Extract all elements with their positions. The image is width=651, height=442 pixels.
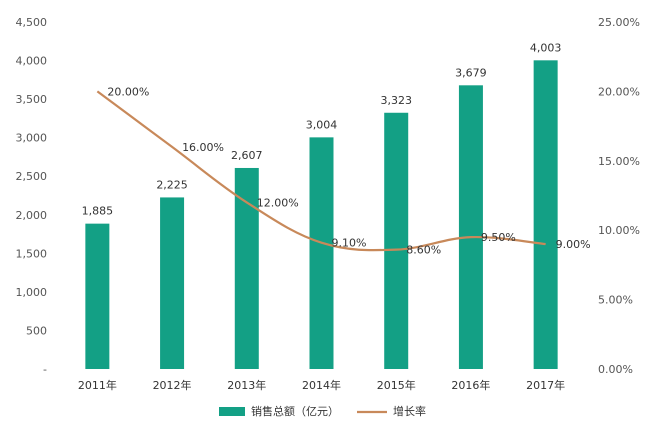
bar bbox=[160, 197, 185, 369]
bar-value-label: 2,607 bbox=[231, 149, 263, 162]
bar-value-label: 4,003 bbox=[530, 41, 562, 54]
line-value-label: 16.00% bbox=[182, 141, 224, 154]
line-value-label: 20.00% bbox=[107, 85, 149, 98]
bar bbox=[458, 85, 483, 369]
x-axis-tick-label: 2011年 bbox=[78, 378, 117, 392]
line-series bbox=[96, 90, 546, 252]
x-axis: 2011年 2012年 2013年 2014年 2015年 2016年 2017年 bbox=[78, 378, 565, 392]
right-axis-tick-label: 5.00% bbox=[598, 294, 633, 307]
line-value-label: 9.10% bbox=[332, 237, 367, 250]
line-value-label: 12.00% bbox=[257, 196, 299, 209]
right-axis-tick-label: 20.00% bbox=[598, 85, 640, 98]
bar bbox=[384, 112, 409, 370]
bar bbox=[309, 137, 334, 369]
legend-label-bar: 销售总额（亿元） bbox=[251, 404, 339, 418]
left-axis-tick-label: 2,000 bbox=[16, 209, 48, 222]
right-axis-tick-label: 25.00% bbox=[598, 16, 640, 29]
bar-series bbox=[85, 60, 558, 370]
left-axis-tick-label: 500 bbox=[26, 324, 47, 337]
right-axis-tick-label: 15.00% bbox=[598, 155, 640, 168]
left-axis-tick-label: 4,500 bbox=[16, 16, 48, 29]
growth-rate-line bbox=[96, 90, 546, 252]
left-axis-tick-label: 1,500 bbox=[16, 247, 48, 260]
left-axis-tick-label: 3,000 bbox=[16, 132, 48, 145]
x-axis-tick-label: 2017年 bbox=[526, 378, 565, 392]
left-axis-tick-label: 4,000 bbox=[16, 55, 48, 68]
right-axis: 0.00% 5.00% 10.00% 15.00% 20.00% 25.00% bbox=[598, 16, 640, 376]
left-axis: - 500 1,000 1,500 2,000 2,500 3,000 3,500 4,000 4… bbox=[16, 16, 48, 376]
left-axis-tick-label: - bbox=[43, 363, 47, 376]
left-axis-tick-label: 1,000 bbox=[16, 286, 48, 299]
legend-label-line: 增长率 bbox=[393, 404, 426, 418]
bar bbox=[533, 60, 558, 370]
bar-value-label: 1,885 bbox=[82, 205, 114, 218]
right-axis-tick-label: 10.00% bbox=[598, 224, 640, 237]
bar-value-label: 2,225 bbox=[156, 178, 188, 191]
line-data-labels: 20.00% 16.00% 12.00% 9.10% 8.60% 9.50% 9.00% bbox=[107, 85, 590, 256]
bar bbox=[85, 223, 110, 369]
line-value-label: 9.50% bbox=[481, 231, 516, 244]
bar-data-labels: 1,885 2,225 2,607 3,004 3,323 3,679 4,003 bbox=[82, 41, 562, 217]
x-axis-tick-label: 2016年 bbox=[451, 378, 490, 392]
legend: 销售总额（亿元） 增长率 bbox=[219, 404, 426, 418]
legend-swatch-bar bbox=[219, 407, 245, 416]
bar bbox=[234, 167, 259, 369]
x-axis-tick-label: 2015年 bbox=[377, 378, 416, 392]
line-value-label: 9.00% bbox=[556, 238, 591, 251]
line-value-label: 8.60% bbox=[406, 244, 441, 257]
left-axis-tick-label: 3,500 bbox=[16, 93, 48, 106]
bar-value-label: 3,323 bbox=[380, 94, 412, 107]
bar-value-label: 3,679 bbox=[455, 66, 487, 79]
right-axis-tick-label: 0.00% bbox=[598, 363, 633, 376]
x-axis-tick-label: 2014年 bbox=[302, 378, 341, 392]
x-axis-tick-label: 2012年 bbox=[153, 378, 192, 392]
x-axis-tick-label: 2013年 bbox=[227, 378, 266, 392]
left-axis-tick-label: 2,500 bbox=[16, 170, 48, 183]
bar-value-label: 3,004 bbox=[306, 118, 338, 131]
